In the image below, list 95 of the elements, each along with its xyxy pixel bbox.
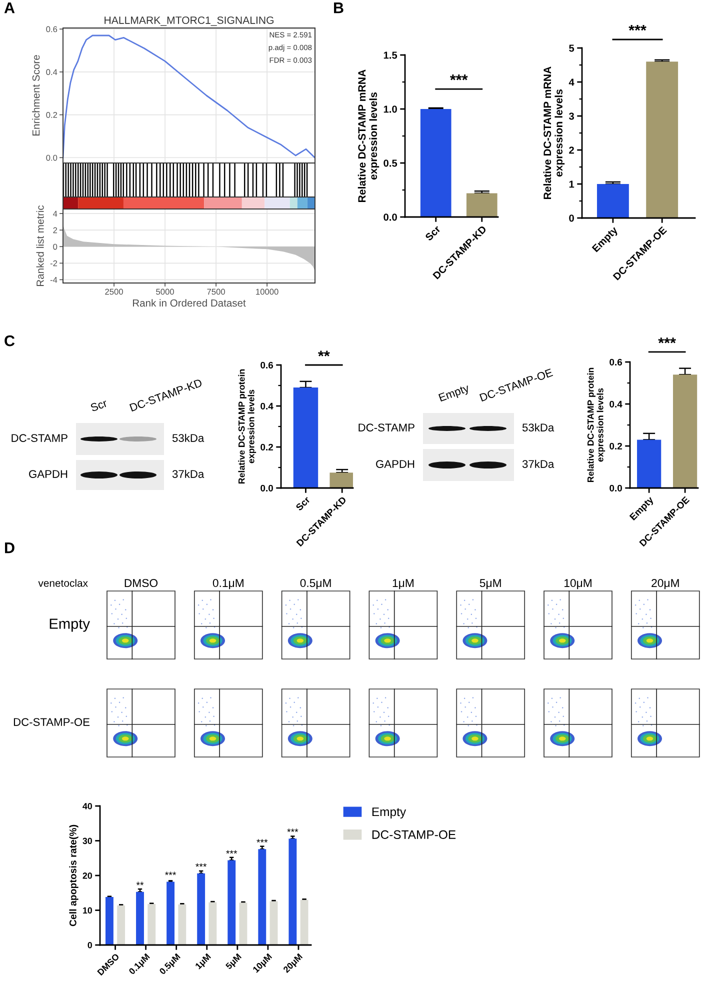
y-tick-label: 4 <box>53 210 58 217</box>
bar <box>197 873 206 945</box>
y-tick-label: 0 <box>569 214 574 222</box>
y-tick-label: 0.4 <box>46 69 58 76</box>
bar <box>270 901 278 945</box>
category-label: 5μM <box>480 579 501 590</box>
bar <box>136 892 144 945</box>
y-tick-label: 0.4 <box>610 400 622 408</box>
x-axis-title: Rank in Ordered Dataset <box>133 299 246 307</box>
y-tick-label: 0.4 <box>260 402 274 410</box>
chart-title: HALLMARK_MTORC1_SIGNALING <box>104 16 274 26</box>
bar <box>258 849 266 945</box>
category-label: 0.1μM <box>212 578 244 590</box>
y-tick-label: 0.6 <box>46 26 58 32</box>
bar <box>208 902 217 945</box>
annotation: *** <box>450 74 468 80</box>
y-tick-label: 0.6 <box>260 362 274 369</box>
x-tick-label: 7500 <box>207 288 225 295</box>
y-tick-label: 2 <box>53 227 58 234</box>
y-tick-label: 1.0 <box>384 106 397 113</box>
category-label: 53kDa <box>172 434 204 442</box>
bar <box>178 904 186 945</box>
annotation: *** <box>226 850 238 854</box>
category-label: Empty <box>438 384 471 404</box>
y-tick-label: 0.2 <box>610 442 622 450</box>
bar <box>239 902 248 945</box>
bar <box>288 838 297 945</box>
category-label: 37kDa <box>172 470 204 478</box>
legend-label: Empty <box>372 808 406 819</box>
category-label: 1μM <box>392 579 414 590</box>
category-label: GAPDH <box>376 460 414 468</box>
y-tick-label: 0 <box>53 244 58 250</box>
y-axis-title: Relative DC-STAMP mRNA expression levels <box>358 70 380 202</box>
y-axis-title: Enrichment Score <box>32 55 40 136</box>
bar <box>148 904 156 945</box>
annotation: *** <box>196 863 207 867</box>
category-label: Empty <box>50 618 90 632</box>
y-axis-title: Relative DC-STAMP mRNA expression levels <box>543 66 565 199</box>
y-tick-label: 1 <box>569 180 574 188</box>
y-tick-label: 0.0 <box>610 484 622 492</box>
bar <box>166 882 175 945</box>
legend-label: DC-STAMP-OE <box>372 830 456 839</box>
category-label: DMSO <box>124 578 158 588</box>
bar <box>105 897 114 945</box>
y-axis-title: Cell apoptosis rate(%) <box>69 824 78 926</box>
y-axis-title: Ranked list metric <box>36 205 44 286</box>
category-label: 10μM <box>564 578 592 590</box>
y-tick-label: 2 <box>569 146 574 154</box>
y-tick-label: -2 <box>50 260 58 266</box>
y-tick-label: 4 <box>568 78 574 86</box>
y-tick-label: 0.0 <box>384 214 397 221</box>
bar <box>300 900 308 945</box>
text: ** <box>318 350 330 356</box>
text: D <box>5 542 14 554</box>
text: B <box>334 2 344 14</box>
category-label: DC-STAMP <box>12 434 68 442</box>
y-tick-label: 40 <box>82 803 92 810</box>
y-tick-label: 0.0 <box>260 484 273 492</box>
y-tick-label: 1.5 <box>384 52 398 59</box>
y-tick-label: 0.0 <box>46 154 58 161</box>
x-tick-label: 10000 <box>256 288 278 295</box>
y-tick-label: 5 <box>569 44 574 52</box>
annotation: *** <box>165 872 176 876</box>
category-label: 53kDa <box>522 423 554 432</box>
category-label: 37kDa <box>522 460 554 468</box>
y-axis-title: Relative DC-STAMP protein expression levels <box>238 369 256 484</box>
x-tick-label: 2500 <box>105 288 123 295</box>
text: C <box>4 335 15 346</box>
category-label: Scr <box>90 398 108 412</box>
category-label: GAPDH <box>29 470 68 478</box>
y-tick-label: 3 <box>568 112 574 120</box>
text: A <box>4 2 15 14</box>
category-label: DC-STAMP <box>358 424 414 432</box>
bar <box>228 860 236 945</box>
category-label: DC-STAMP-OE <box>14 718 90 726</box>
y-tick-label: 0.2 <box>260 444 273 451</box>
y-axis-title: Relative DC-STAMP protein expression levels <box>587 368 606 482</box>
y-tick-label: 0.6 <box>610 358 622 366</box>
annotation: *** <box>287 828 298 832</box>
bar <box>117 905 126 945</box>
category-label: 0.5μM <box>300 578 331 590</box>
y-tick-label: 10 <box>83 907 92 914</box>
text: venetoclax <box>38 579 88 587</box>
annotation: ** <box>136 882 144 886</box>
text: *** <box>658 338 676 344</box>
text: *** <box>628 24 646 31</box>
y-tick-label: -4 <box>50 276 58 283</box>
y-tick-label: 0 <box>88 942 92 948</box>
x-tick-label: 5000 <box>156 288 174 295</box>
y-tick-label: 20 <box>82 872 92 879</box>
y-tick-label: 0.2 <box>46 112 58 118</box>
y-tick-label: 30 <box>82 838 92 844</box>
y-tick-label: 0.5 <box>384 160 398 167</box>
annotation: *** <box>256 839 268 842</box>
category-label: 20μM <box>652 578 679 590</box>
